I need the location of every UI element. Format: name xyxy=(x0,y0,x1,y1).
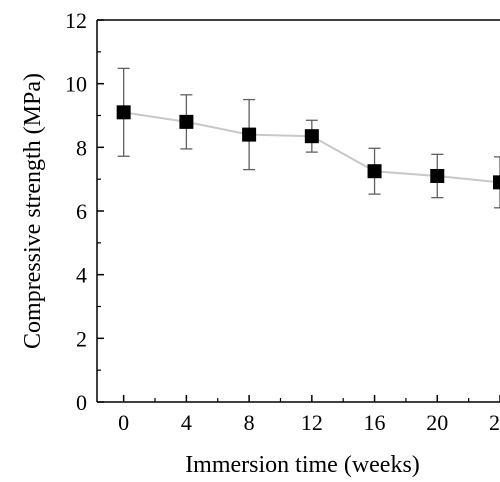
y-tick-label: 12 xyxy=(65,8,87,33)
y-axis: 0 2 4 6 8 10 12 xyxy=(65,8,104,415)
x-tick-label: 8 xyxy=(244,410,255,435)
data-point xyxy=(367,164,382,179)
y-tick-label: 0 xyxy=(76,390,87,415)
y-tick-label: 6 xyxy=(76,199,87,224)
x-tick-label: 12 xyxy=(301,410,323,435)
x-axis: 0 4 8 12 16 20 24 xyxy=(118,395,500,435)
x-axis-title: Immersion time (weeks) xyxy=(185,452,420,478)
data-point xyxy=(242,127,257,142)
y-tick-label: 2 xyxy=(76,326,87,351)
y-tick-label: 8 xyxy=(76,135,87,160)
x-tick-label: 0 xyxy=(118,410,129,435)
data-point xyxy=(179,114,194,129)
y-tick-label: 4 xyxy=(76,263,87,288)
data-point xyxy=(116,105,131,120)
data-point xyxy=(304,129,319,144)
x-tick-label: 20 xyxy=(426,410,448,435)
data-point xyxy=(430,168,445,183)
plot-area xyxy=(96,19,500,403)
x-tick-label: 16 xyxy=(364,410,386,435)
x-tick-label: 4 xyxy=(181,410,192,435)
y-tick-label: 10 xyxy=(65,72,87,97)
data-point xyxy=(493,175,500,190)
y-axis-title: Compressive strength (MPa) xyxy=(20,73,46,349)
x-tick-label: 24 xyxy=(489,410,500,435)
series-layer xyxy=(116,67,500,209)
